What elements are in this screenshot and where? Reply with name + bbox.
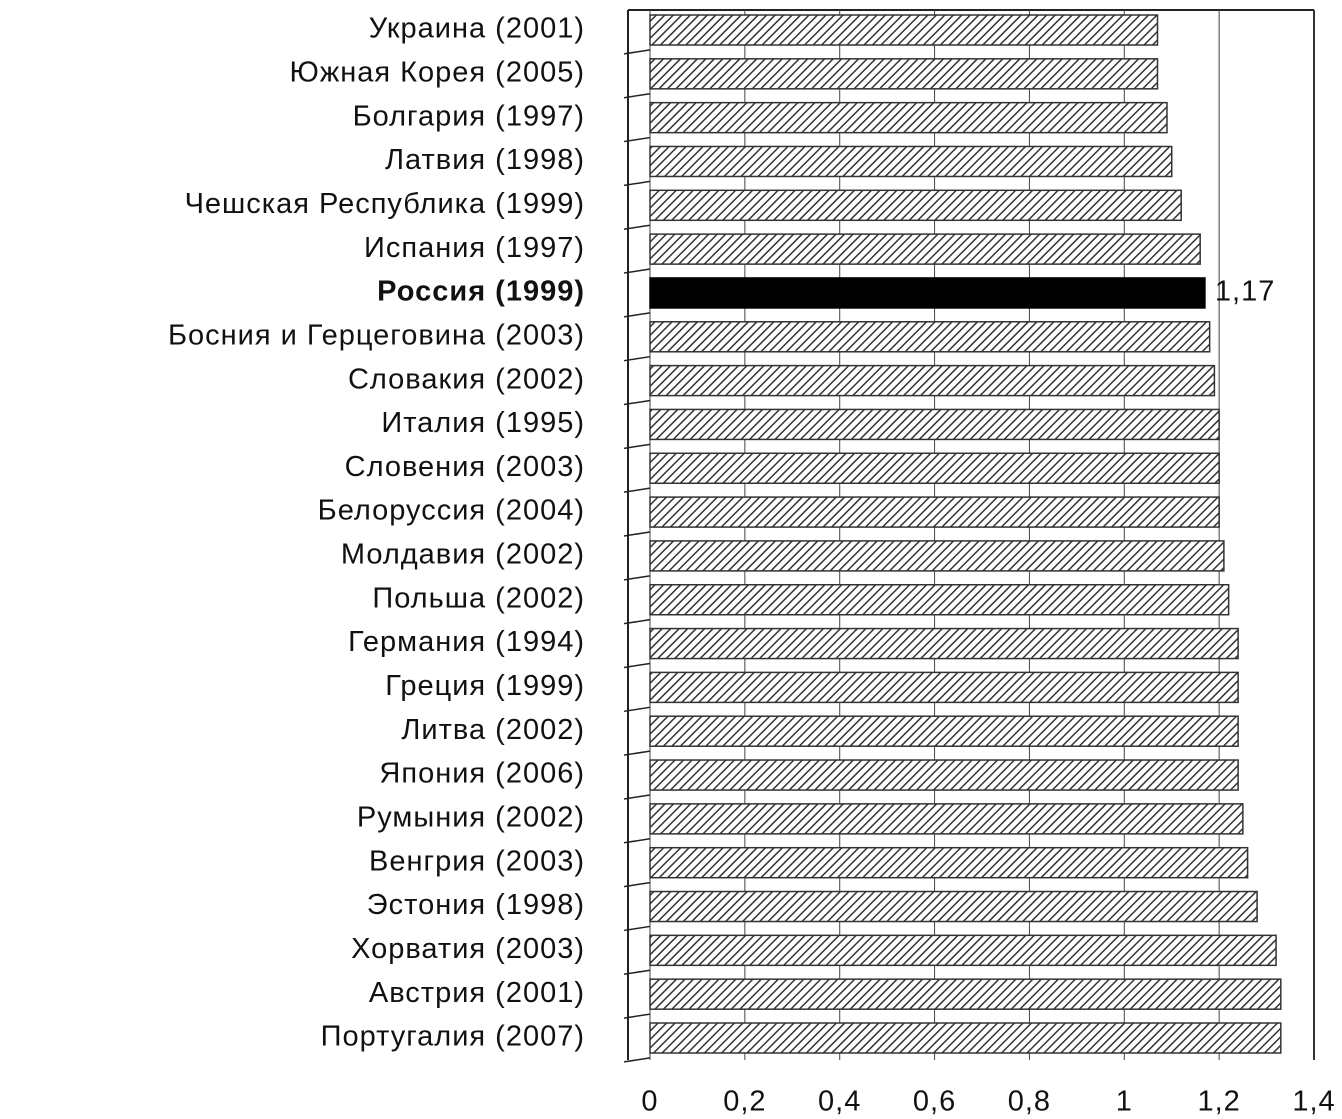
category-tick [623,312,651,318]
bar [649,934,1277,967]
category-tick [623,268,651,274]
y-tick-label: Хорватия (2003) [351,933,585,965]
x-tick-label: 1 [1116,1086,1133,1118]
y-tick-label: Молдавия (2002) [341,539,585,571]
bar [649,890,1258,923]
category-tick [623,136,651,143]
bar [649,583,1230,616]
y-tick-label: Южная Корея (2005) [290,56,585,88]
y-tick-label: Болгария (1997) [353,100,585,132]
x-tick-label: 0,6 [913,1086,956,1118]
category-tick [623,92,651,99]
y-tick-label: Венгрия (2003) [369,845,585,877]
x-tick-label: 0,8 [1008,1086,1051,1118]
category-tick [623,794,651,800]
y-tick-label: Португалия (2007) [321,1021,585,1053]
category-tick [623,925,651,932]
bar [649,233,1201,265]
bar [649,277,1206,309]
category-tick [623,618,651,625]
category-tick [623,487,651,493]
category-tick [623,49,651,55]
y-tick-label: Словакия (2002) [348,363,585,395]
category-tick [623,180,651,187]
y-tick-label: Германия (1994) [348,626,585,658]
x-tick-label: 0,4 [818,1086,861,1118]
bar [649,540,1225,572]
x-tick-label: 0 [641,1086,658,1118]
value-label: 1,17 [1215,276,1275,308]
y-tick-label: Польша (2002) [372,582,585,614]
category-tick [623,706,651,713]
category-tick [623,355,651,362]
bar [649,627,1239,660]
bar [649,58,1159,90]
bar [649,715,1239,747]
y-tick-label: Украина (2001) [369,13,585,45]
bar [649,978,1282,1010]
category-tick [623,531,651,537]
category-tick [623,1057,651,1063]
x-tick-label: 0,2 [723,1086,766,1118]
category-tick [623,881,651,888]
bar [649,145,1173,178]
y-tick-label: Словения (2003) [345,451,585,483]
bar [649,452,1220,485]
y-tick-label: Греция (1999) [385,670,585,702]
y-tick-label: Италия (1995) [381,407,585,439]
category-tick [623,224,651,230]
category-tick [623,969,651,976]
y-tick-label: Чешская Республика (1999) [185,188,585,220]
y-tick-label: Латвия (1998) [385,144,585,176]
category-tick [623,399,651,406]
category-tick [623,443,651,450]
y-tick-label: Россия (1999) [377,276,585,308]
bar [649,671,1239,704]
category-tick [623,575,651,581]
y-tick-label: Эстония (1998) [367,889,585,921]
category-tick [623,1013,651,1019]
y-tick-label: Белоруссия (2004) [318,495,585,527]
bar [649,1022,1282,1054]
y-tick-label: Румыния (2002) [357,802,585,834]
y-tick-label: Австрия (2001) [369,977,585,1009]
bar [649,101,1168,134]
bar [649,759,1239,791]
bar [649,364,1216,397]
category-tick [623,662,651,669]
x-tick-label: 1,4 [1292,1086,1335,1118]
bar [649,846,1249,879]
x-tick-label: 1,2 [1197,1086,1240,1118]
y-tick-label: Босния и Герцеговина (2003) [168,319,585,351]
y-tick-label: Япония (2006) [379,758,585,790]
bar [649,496,1220,528]
bar [649,408,1220,441]
y-tick-label: Литва (2002) [401,714,585,746]
bar [649,14,1159,46]
category-tick [623,838,651,844]
bar [649,803,1244,835]
bar [649,189,1182,222]
category-tick [623,750,651,756]
y-tick-label: Испания (1997) [364,232,585,264]
bar [649,321,1211,353]
